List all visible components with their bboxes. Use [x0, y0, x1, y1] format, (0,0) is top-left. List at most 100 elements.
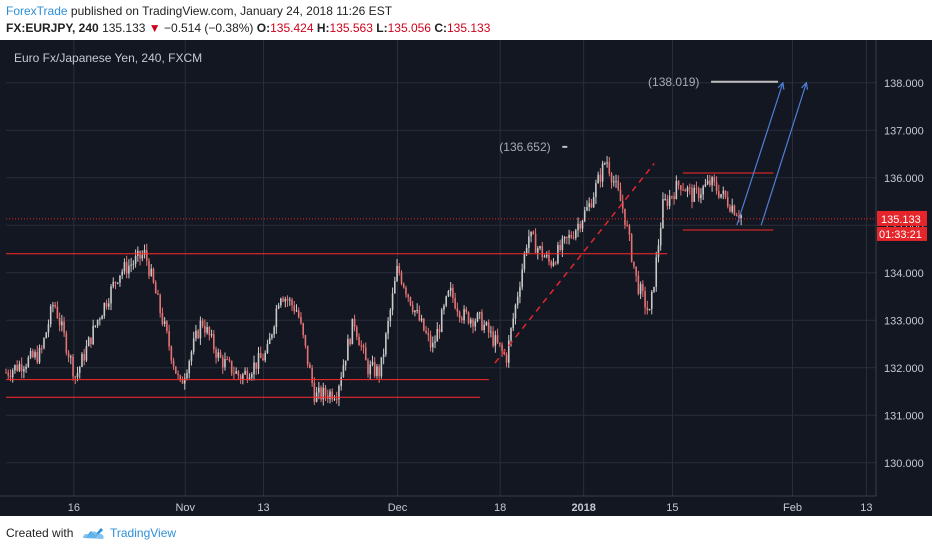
candle-body — [579, 223, 582, 229]
candle-body — [599, 174, 602, 182]
chart-title: Euro Fx/Japanese Yen, 240, FXCM — [14, 51, 202, 65]
candle-body — [349, 339, 351, 345]
candle-body — [624, 208, 626, 225]
candle-body — [481, 312, 483, 331]
candle-body — [239, 375, 242, 381]
candle-body — [38, 347, 41, 363]
candle-body — [521, 269, 523, 288]
candle-body — [74, 376, 77, 378]
projection-arrow[interactable] — [736, 82, 784, 226]
arrowhead-icon — [777, 81, 785, 90]
candle-body — [574, 230, 577, 239]
candle-body — [233, 373, 235, 375]
candle-body — [608, 162, 611, 174]
candle-body — [213, 334, 215, 350]
candle-body — [630, 234, 633, 262]
candle-body — [128, 265, 130, 274]
tradingview-link[interactable]: TradingView — [110, 526, 177, 540]
candle-body — [116, 282, 119, 284]
candle-body — [40, 347, 43, 349]
y-tick-label: 138.000 — [884, 78, 924, 90]
candle-body — [722, 190, 725, 195]
candle-body — [537, 248, 539, 253]
candle-body — [586, 207, 588, 211]
candle-body — [367, 360, 369, 375]
candle-body — [7, 372, 10, 376]
candle-body — [628, 225, 631, 235]
candle-body — [592, 197, 595, 208]
candle-body — [246, 370, 249, 380]
candle-body — [501, 344, 503, 351]
x-tick-label: 18 — [494, 502, 506, 514]
candle-body — [5, 372, 7, 374]
candle-body — [697, 188, 700, 199]
chart-header: ForexTrade published on TradingView.com,… — [0, 0, 932, 40]
candle-body — [543, 256, 546, 258]
candle-body — [726, 197, 729, 207]
candle-body — [405, 287, 407, 295]
candle-body — [718, 191, 720, 198]
candle-body — [528, 236, 530, 248]
candle-body — [516, 296, 519, 305]
candle-body — [244, 370, 246, 375]
candle-body — [309, 364, 311, 369]
candle-body — [619, 189, 622, 202]
trend-line[interactable] — [494, 163, 655, 364]
open-label: O: — [256, 21, 271, 35]
candle-body — [735, 214, 738, 217]
candle-body — [157, 293, 159, 295]
candle-body — [125, 262, 128, 274]
candle-body — [458, 311, 461, 319]
candle-body — [673, 196, 675, 199]
candle-body — [677, 181, 680, 186]
candle-body — [311, 368, 313, 383]
candle-body — [16, 365, 18, 371]
candle-body — [474, 321, 477, 327]
candle-body — [496, 335, 499, 343]
chart-area[interactable]: (136.652) (138.019) 130.000 131.000 132.000… — [0, 40, 932, 516]
projection-arrow[interactable] — [760, 82, 807, 226]
candle-body — [201, 320, 204, 326]
author-link[interactable]: ForexTrade — [6, 4, 68, 18]
candle-body — [163, 321, 166, 324]
candle-body — [347, 339, 349, 361]
x-tick-label: Feb — [783, 502, 802, 514]
publish-line: ForexTrade published on TradingView.com,… — [6, 4, 392, 18]
candle-body — [461, 318, 463, 321]
candle-body — [300, 317, 302, 324]
candle-body — [563, 236, 566, 239]
candle-body — [577, 223, 579, 231]
candle-body — [320, 387, 322, 400]
candle-body — [248, 377, 251, 380]
candle-body — [686, 187, 689, 192]
drawings[interactable]: (136.652) (138.019) — [6, 75, 876, 398]
candle-body — [228, 359, 231, 361]
candle-body — [644, 290, 646, 308]
candle-body — [329, 391, 331, 399]
candle-body — [58, 318, 61, 326]
candle-body — [358, 336, 360, 346]
candle-body — [208, 327, 211, 336]
candle-body — [9, 375, 12, 378]
candle-body — [427, 332, 430, 336]
x-tick-label: Nov — [175, 502, 195, 514]
candle-body — [378, 366, 380, 377]
candle-body — [597, 174, 599, 184]
candle-body — [590, 203, 593, 208]
candle-body — [387, 321, 389, 334]
candle-body — [235, 371, 237, 374]
candle-body — [230, 360, 233, 374]
candle-body — [206, 327, 208, 333]
price-chart[interactable]: (136.652) (138.019) 130.000 131.000 132.000… — [0, 40, 932, 516]
candle-body — [78, 366, 81, 373]
candle-body — [259, 353, 262, 359]
candle-body — [568, 234, 570, 238]
candle-body — [54, 305, 56, 307]
candle-body — [266, 343, 269, 353]
candle-body — [286, 298, 289, 301]
candle-body — [369, 364, 372, 375]
candle-body — [210, 334, 213, 336]
candle-body — [250, 374, 253, 378]
candle-body — [463, 309, 465, 321]
candle-body — [503, 350, 506, 355]
